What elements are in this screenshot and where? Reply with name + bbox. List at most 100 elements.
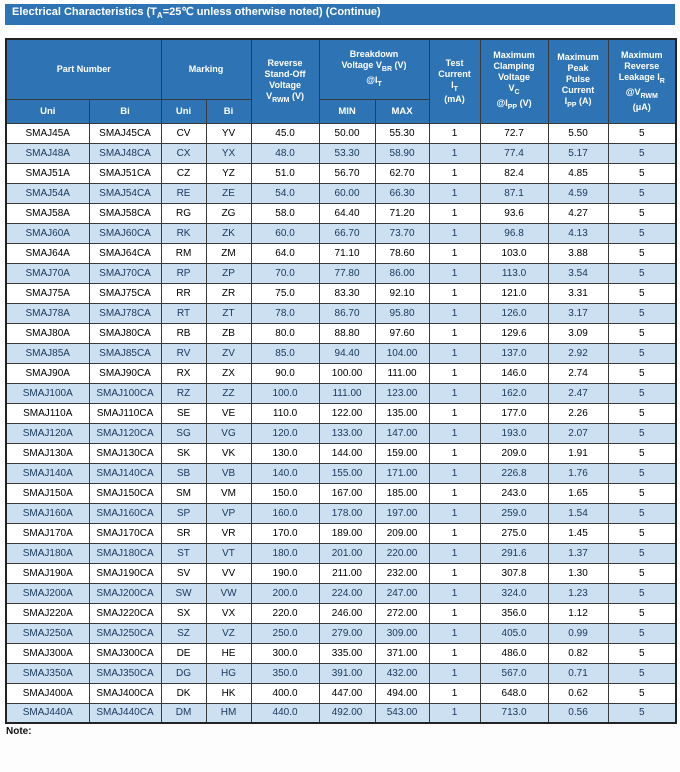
table-cell: SMAJ58A: [5, 202, 90, 224]
table-cell: SMAJ78A: [5, 302, 90, 324]
table-cell: 185.00: [374, 482, 430, 504]
table-cell: 104.00: [374, 342, 430, 364]
table-cell: 486.0: [479, 642, 549, 664]
table-cell: 232.00: [374, 562, 430, 584]
table-cell: RM: [160, 242, 207, 264]
table-cell: 123.00: [374, 382, 430, 404]
table-row: SMAJ60A SMAJ60CA RK ZK 60.0 66.70 73.70 1 96.8 4.…: [5, 222, 677, 244]
table-cell: SMAJ440CA: [88, 702, 162, 724]
table-cell: RG: [160, 202, 207, 224]
table-cell: 133.00: [318, 422, 376, 444]
table-cell: 5: [607, 362, 677, 384]
subheader-part-bi: Bi: [88, 98, 162, 124]
table-cell: 1: [428, 262, 481, 284]
table-cell: 226.8: [479, 462, 549, 484]
table-cell: 5: [607, 482, 677, 504]
table-row: SMAJ220A SMAJ220CA SX VX 220.0 246.00 272.00 1 3…: [5, 602, 677, 624]
table-cell: 5: [607, 702, 677, 724]
table-cell: SMAJ170CA: [88, 522, 162, 544]
table-cell: 111.00: [318, 382, 376, 404]
table-cell: SMAJ90CA: [88, 362, 162, 384]
table-cell: 1: [428, 142, 481, 164]
subheader-min: MIN: [318, 98, 376, 124]
table-cell: 53.30: [318, 142, 376, 164]
table-cell: 275.0: [479, 522, 549, 544]
table-cell: 1: [428, 302, 481, 324]
table-cell: SMAJ80CA: [88, 322, 162, 344]
table-cell: DK: [160, 682, 207, 704]
table-cell: RX: [160, 362, 207, 384]
table-cell: 309.00: [374, 622, 430, 644]
table-row: SMAJ250A SMAJ250CA SZ VZ 250.0 279.00 309.00 1 4…: [5, 622, 677, 644]
table-cell: ZX: [205, 362, 252, 384]
table-cell: 279.00: [318, 622, 376, 644]
table-cell: 180.0: [250, 542, 320, 564]
table-cell: SMAJ180CA: [88, 542, 162, 564]
table-row: SMAJ45A SMAJ45CA CV YV 45.0 50.00 55.30 1 72.7 5.…: [5, 122, 677, 144]
table-cell: 243.0: [479, 482, 549, 504]
table-cell: 1: [428, 342, 481, 364]
table-cell: SMAJ64A: [5, 242, 90, 264]
table-cell: 1: [428, 382, 481, 404]
table-cell: 5: [607, 222, 677, 244]
table-cell: HM: [205, 702, 252, 724]
table-cell: 447.00: [318, 682, 376, 704]
table-cell: 291.6: [479, 542, 549, 564]
table-cell: VB: [205, 462, 252, 484]
table-cell: 120.0: [250, 422, 320, 444]
table-cell: 73.70: [374, 222, 430, 244]
table-cell: 224.00: [318, 582, 376, 604]
table-cell: 335.00: [318, 642, 376, 664]
table-cell: 60.00: [318, 182, 376, 204]
table-cell: VT: [205, 542, 252, 564]
table-cell: 1: [428, 162, 481, 184]
table-cell: 80.0: [250, 322, 320, 344]
table-cell: 189.00: [318, 522, 376, 544]
table-cell: 1: [428, 702, 481, 724]
table-cell: SMAJ130A: [5, 442, 90, 464]
table-cell: ST: [160, 542, 207, 564]
table-row: SMAJ190A SMAJ190CA SV VV 190.0 211.00 232.00 1 3…: [5, 562, 677, 584]
table-cell: 90.0: [250, 362, 320, 384]
table-cell: 82.4: [479, 162, 549, 184]
table-cell: SMAJ58CA: [88, 202, 162, 224]
table-cell: SMAJ48A: [5, 142, 90, 164]
table-cell: SMAJ140CA: [88, 462, 162, 484]
table-cell: 5: [607, 322, 677, 344]
table-row: SMAJ200A SMAJ200CA SW VW 200.0 224.00 247.00 1 3…: [5, 582, 677, 604]
table-cell: 5: [607, 142, 677, 164]
table-cell: 1: [428, 402, 481, 424]
table-cell: VG: [205, 422, 252, 444]
table-cell: SMAJ150A: [5, 482, 90, 504]
table-cell: 85.0: [250, 342, 320, 364]
table-cell: ZE: [205, 182, 252, 204]
table-cell: 1: [428, 522, 481, 544]
section-title: Electrical Characteristics (TA=25℃ unles…: [12, 6, 381, 21]
table-cell: SMAJ80A: [5, 322, 90, 344]
table-cell: SMAJ200A: [5, 582, 90, 604]
table-cell: SMAJ64CA: [88, 242, 162, 264]
table-cell: DG: [160, 662, 207, 684]
table-cell: SZ: [160, 622, 207, 644]
table-cell: 75.0: [250, 282, 320, 304]
table-cell: SMAJ160CA: [88, 502, 162, 524]
table-row: SMAJ54A SMAJ54CA RE ZE 54.0 60.00 66.30 1 87.1 4.…: [5, 182, 677, 204]
table-cell: 5: [607, 662, 677, 684]
table-cell: 70.0: [250, 262, 320, 284]
table-cell: SMAJ400A: [5, 682, 90, 704]
table-row: SMAJ120A SMAJ120CA SG VG 120.0 133.00 147.00 1 1…: [5, 422, 677, 444]
table-cell: 1.12: [547, 602, 609, 624]
table-cell: 64.0: [250, 242, 320, 264]
subheader-part-uni: Uni: [5, 98, 90, 124]
table-cell: 1: [428, 542, 481, 564]
table-cell: 492.00: [318, 702, 376, 724]
table-cell: 0.71: [547, 662, 609, 684]
table-cell: 71.10: [318, 242, 376, 264]
table-cell: DM: [160, 702, 207, 724]
table-cell: 178.00: [318, 502, 376, 524]
table-row: SMAJ110A SMAJ110CA SE VE 110.0 122.00 135.00 1 1…: [5, 402, 677, 424]
table-cell: 5: [607, 182, 677, 204]
table-cell: 0.56: [547, 702, 609, 724]
table-cell: 197.00: [374, 502, 430, 524]
table-cell: 272.00: [374, 602, 430, 624]
